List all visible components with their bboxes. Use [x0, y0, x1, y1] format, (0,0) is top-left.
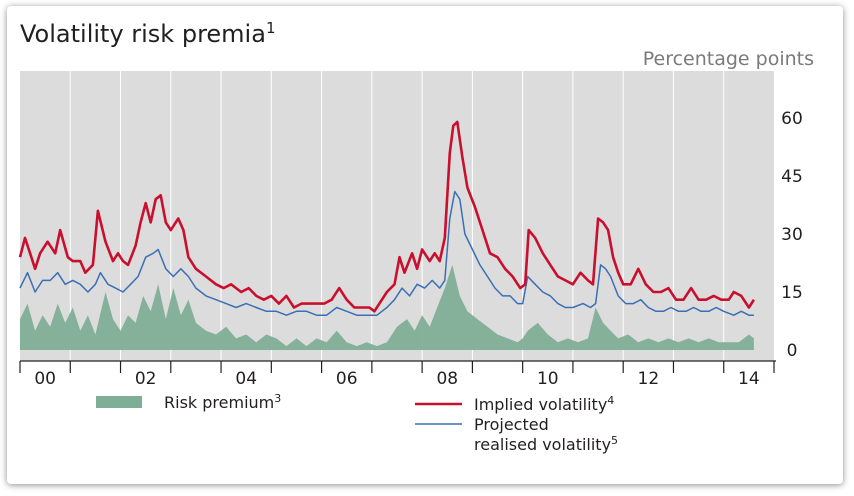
legend-label-line-2: realised volatility: [474, 435, 611, 454]
line-layer: [18, 120, 755, 316]
x-tick-label-14: 14: [738, 369, 760, 389]
x-tick-label-12: 12: [638, 369, 660, 389]
unit-label: Percentage points: [643, 48, 814, 70]
y-tick-0: 0: [787, 341, 798, 361]
x-tick-label-04: 04: [235, 369, 257, 389]
series-projected-realised-volatility-line: [19, 190, 754, 316]
series-risk-premium-area: [20, 264, 754, 350]
y-tick-30: 30: [781, 225, 803, 245]
chart-title: Volatility risk premia1: [20, 19, 275, 48]
grid: [69, 71, 725, 361]
x-tick-label-08: 08: [436, 369, 458, 389]
legend-swatch-risk-premium: [96, 396, 142, 408]
legend-label-risk-premium: Risk premium3: [164, 392, 281, 412]
x-tick-label-10: 10: [537, 369, 559, 389]
series-implied-volatility-line: [18, 120, 755, 313]
x-axis: 00 02 04 06 08 10 12 14: [19, 360, 776, 389]
legend-label-note: 5: [611, 434, 618, 447]
x-tick-label-02: 02: [135, 369, 157, 389]
legend-label-implied-volatility: Implied volatility4: [474, 394, 614, 414]
legend-label-projected-realised-volatility: Projected realised volatility5: [474, 415, 618, 454]
y-tick-60: 60: [781, 109, 803, 129]
x-tick-label-00: 00: [34, 369, 56, 389]
title-note: 1: [266, 19, 276, 37]
legend: Risk premium3 Implied volatility4 Projec…: [96, 392, 618, 454]
y-tick-45: 45: [781, 167, 803, 187]
risk-premium-area-layer: [20, 264, 754, 350]
legend-label-line-1: Projected: [474, 415, 549, 434]
x-tick-label-06: 06: [336, 369, 358, 389]
plot-background: [20, 71, 774, 361]
y-tick-15: 15: [781, 283, 803, 303]
y-tick-labels: 0 15 30 45 60: [781, 109, 803, 361]
